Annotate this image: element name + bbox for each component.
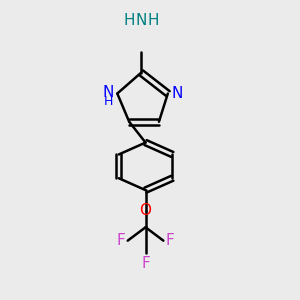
Text: N: N bbox=[171, 86, 183, 101]
Text: H: H bbox=[123, 13, 134, 28]
Text: F: F bbox=[117, 233, 125, 248]
Text: H: H bbox=[104, 95, 113, 108]
Text: N: N bbox=[102, 85, 114, 100]
Text: H: H bbox=[148, 13, 159, 28]
Text: O: O bbox=[140, 203, 152, 218]
Text: F: F bbox=[141, 256, 150, 271]
Text: F: F bbox=[166, 233, 175, 248]
Text: N: N bbox=[135, 13, 147, 28]
